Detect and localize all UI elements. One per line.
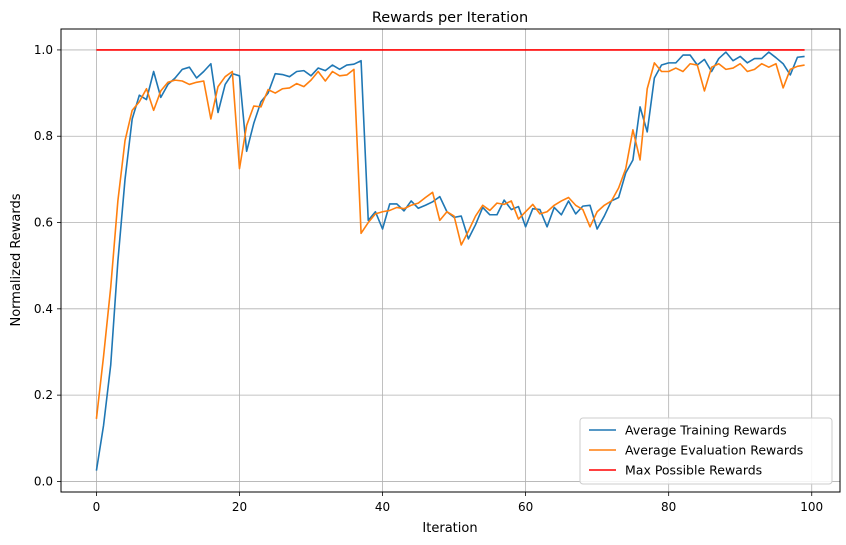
y-tick-label: 0.2 [34,388,53,402]
x-tick-label: 80 [661,500,676,514]
y-tick-label: 0.0 [34,474,53,488]
y-tick-label: 0.4 [34,302,53,316]
legend: Average Training Rewards Average Evaluati… [579,417,833,485]
y-axis-ticks: 0.0 0.2 0.4 0.6 0.8 1.0 [34,43,61,488]
legend-label: Average Evaluation Rewards [625,443,803,458]
x-tick-label: 40 [375,500,390,514]
x-axis-label: Iteration [422,521,477,536]
x-tick-label: 60 [518,500,533,514]
chart-title: Rewards per Iteration [372,10,528,26]
y-tick-label: 1.0 [34,43,53,57]
series-lines [95,49,805,471]
legend-box [579,417,833,485]
x-axis-ticks: 0 20 40 60 80 100 [93,492,823,514]
plot-frame [60,28,841,493]
legend-label: Average Training Rewards [625,423,787,438]
x-tick-label: 0 [93,500,101,514]
x-tick-label: 100 [800,500,823,514]
y-axis-label: Normalized Rewards [9,193,24,326]
y-tick-label: 0.6 [34,216,53,230]
x-tick-label: 20 [232,500,247,514]
legend-label: Max Possible Rewards [625,463,762,478]
y-tick-label: 0.8 [34,129,53,143]
series-line-0 [95,51,805,471]
series-line-1 [95,62,805,419]
